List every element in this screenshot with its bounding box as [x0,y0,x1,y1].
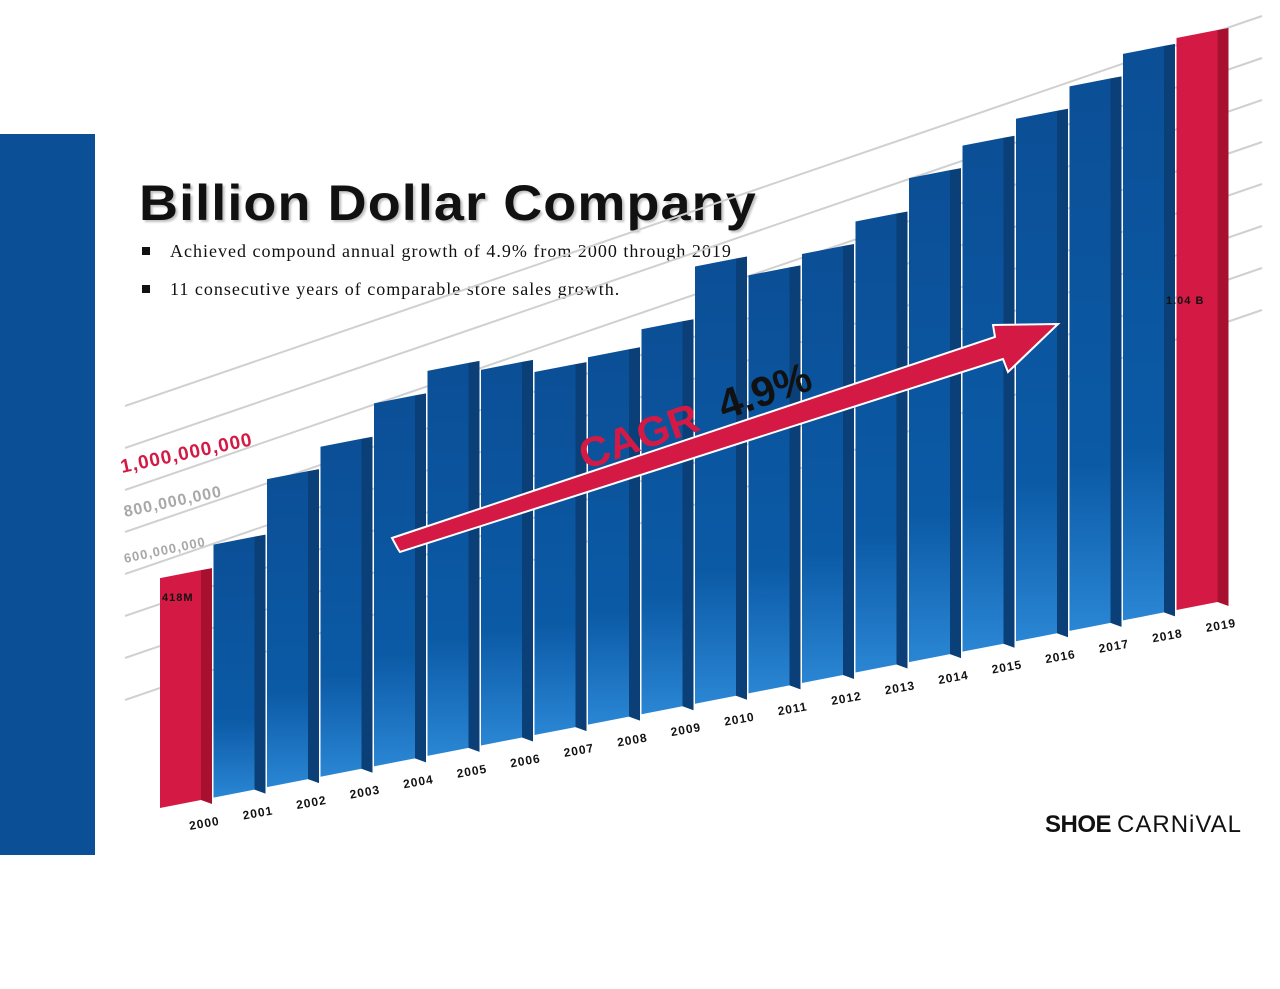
y-tick-label: 1,000,000,000 [119,429,255,478]
x-tick-label: 2013 [884,678,917,697]
bullet-list: Achieved compound annual growth of 4.9% … [142,238,732,314]
bar-2011 [748,267,790,694]
shoe-carnival-logo: SHOE CARNiVAL [1045,811,1242,839]
bullet-text: 11 consecutive years of comparable store… [170,279,621,299]
data-label-2019: 1.04 B [1166,295,1204,307]
bar-side-2013 [896,211,908,669]
page-number: 4 [38,951,46,966]
x-tick-label: 2016 [1044,647,1077,666]
bar-side-2009 [682,319,694,711]
grid-line [124,15,1263,407]
bar-2005 [427,362,469,756]
bar-side-2012 [843,243,854,679]
logo-light-text: CARNiVAL [1117,811,1242,838]
x-tick-label: 2008 [616,730,649,749]
bar-side-2005 [468,360,480,752]
bar-2000 [160,570,201,808]
slide-title: Billion Dollar Company [139,175,757,231]
bar-2007 [534,364,576,736]
bar-2019 [1176,30,1218,610]
bar-side-2015 [1003,135,1015,648]
x-tick-label: 2003 [349,783,382,802]
bar-2012 [802,245,843,683]
x-tick-label: 2012 [830,689,863,708]
bar-2006 [481,361,522,746]
bar-side-2014 [950,168,961,659]
bar-2014 [909,170,950,663]
bar-side-2007 [575,362,587,732]
bar-side-2010 [736,256,747,700]
bar-side-2000 [201,568,212,805]
x-tick-label: 2010 [723,710,756,729]
bar-side-2002 [308,469,319,784]
bullet-item: 11 consecutive years of comparable store… [142,276,732,314]
bar-side-2018 [1164,43,1175,617]
logo-strong-text: SHOE [1045,811,1112,838]
x-tick-label: 2005 [456,762,489,781]
bullet-square-icon [142,246,150,255]
x-tick-label: 2006 [509,751,542,770]
bar-2003 [320,438,362,777]
bar-side-2003 [361,436,373,773]
bar-2016 [1016,110,1057,642]
bar-2002 [267,471,308,788]
x-tick-label: 2007 [563,741,596,760]
bar-side-2011 [789,265,801,690]
bar-side-2019 [1217,28,1229,607]
x-tick-label: 2002 [295,793,328,812]
x-tick-label: 2001 [242,803,275,822]
side-band: 4 [0,134,95,966]
bar-2009 [641,321,683,715]
bar-2001 [213,536,255,798]
bar-side-2016 [1057,108,1068,638]
bullet-square-icon [142,284,150,293]
x-tick-label: 2015 [991,658,1024,677]
x-tick-label: 2018 [1151,626,1184,645]
bar-side-2017 [1110,76,1122,627]
bar-2015 [962,137,1004,652]
bar-2013 [855,213,897,673]
x-tick-label: 2009 [670,720,703,739]
bar-side-2006 [522,359,533,742]
bar-2018 [1123,45,1164,621]
bar-2010 [695,258,736,704]
cagr-arrow [390,322,1061,554]
bar-2008 [588,349,629,725]
x-tick-label: 2014 [937,668,970,687]
x-tick-label: 2011 [777,699,809,718]
x-tick-label: 2000 [188,814,221,833]
bar-2017 [1069,78,1111,631]
bar-side-2004 [415,393,426,763]
x-tick-label: 2017 [1098,637,1131,656]
data-label-2000: 418M [162,592,194,604]
x-tick-label: 2019 [1205,616,1238,635]
bar-side-2001 [254,534,266,794]
bar-side-2008 [629,347,640,721]
x-tick-label: 2004 [402,772,435,791]
bar-2004 [374,395,415,767]
